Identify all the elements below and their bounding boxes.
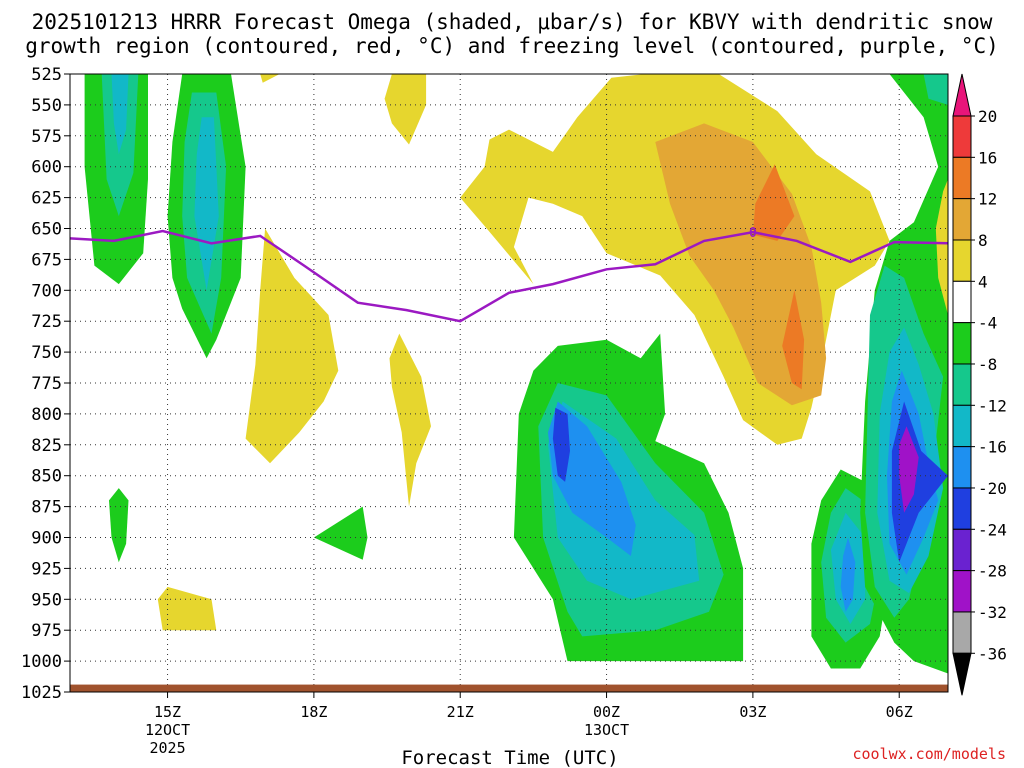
y-tick-label-525: 525 bbox=[31, 65, 62, 85]
omega-region-y4 bbox=[389, 333, 431, 507]
colorbar-bin-6 bbox=[952, 322, 972, 365]
colorbar-bin-12 bbox=[952, 570, 972, 613]
omega-region-l6 bbox=[840, 537, 856, 612]
colorbar-label-11: -28 bbox=[978, 562, 1007, 581]
omega-region-y2 bbox=[384, 74, 427, 145]
site-credit: coolwx.com/models bbox=[852, 745, 1006, 763]
omega-region-y5 bbox=[157, 586, 217, 631]
y-tick-label-600: 600 bbox=[31, 158, 62, 178]
omega-region-l3 bbox=[548, 401, 636, 556]
grid-lines bbox=[70, 73, 948, 693]
chart-title-line-1: 2025101213 HRRR Forecast Omega (shaded, … bbox=[31, 10, 993, 34]
y-tick-label-1000: 1000 bbox=[21, 652, 62, 672]
omega-region-y3 bbox=[260, 74, 280, 83]
colorbar-label-10: -24 bbox=[978, 520, 1007, 539]
y-tick-label-900: 900 bbox=[31, 529, 62, 549]
y-tick-label-800: 800 bbox=[31, 405, 62, 425]
colorbar-bin-4 bbox=[952, 239, 972, 282]
chart-title-line-2: growth region (contoured, red, °C) and f… bbox=[25, 34, 999, 58]
freezing-level-line bbox=[69, 229, 949, 323]
omega-region-c2 bbox=[194, 117, 219, 291]
colorbar-bin-8 bbox=[952, 404, 972, 448]
y-tick-label-950: 950 bbox=[31, 590, 62, 610]
x-tick-year-15Z: 2025 bbox=[149, 739, 185, 757]
y-tick-label-975: 975 bbox=[31, 621, 62, 641]
omega-region-g3 bbox=[109, 488, 129, 563]
y-axis-tick-labels: 525 550 575 600 625 650 675 700 725 750 775 800 825 8… bbox=[21, 65, 70, 703]
freezing-level-contour: 0 bbox=[69, 226, 949, 323]
x-tick-date-00Z: 13OCT bbox=[584, 721, 629, 739]
colorbar-bin-bottom-arrow bbox=[952, 652, 972, 696]
colorbar-label-1: 16 bbox=[978, 148, 997, 167]
freezing-level-label: 0 bbox=[749, 226, 757, 241]
x-axis-label: Forecast Time (UTC) bbox=[401, 747, 618, 768]
colorbar-label-4: 4 bbox=[978, 272, 988, 291]
omega-shaded-regions bbox=[84, 74, 948, 674]
x-tick-date-15Z: 12OCT bbox=[145, 721, 190, 739]
y-tick-label-625: 625 bbox=[31, 189, 62, 209]
y-tick-label-550: 550 bbox=[31, 96, 62, 116]
omega-region-b3 bbox=[552, 407, 570, 482]
colorbar-bin-2 bbox=[952, 156, 972, 200]
colorbar: 20 16 12 8 4 -4 -8 -12 -16 -20 -24 -28 -32 -36 bbox=[952, 73, 1007, 696]
omega-region-y1 bbox=[245, 228, 339, 464]
colorbar-bin-10 bbox=[952, 487, 972, 530]
ground-fill bbox=[70, 684, 948, 692]
y-tick-label-825: 825 bbox=[31, 436, 62, 456]
x-tick-label-00Z: 00Z bbox=[593, 703, 620, 721]
y-tick-label-650: 650 bbox=[31, 220, 62, 240]
y-tick-label-700: 700 bbox=[31, 281, 62, 301]
y-tick-label-850: 850 bbox=[31, 467, 62, 487]
colorbar-label-5: -4 bbox=[978, 314, 997, 333]
colorbar-bin-3 bbox=[952, 198, 972, 241]
omega-region-r2 bbox=[782, 290, 805, 390]
colorbar-bin-top-arrow bbox=[952, 73, 972, 117]
omega-region-r1 bbox=[752, 164, 795, 241]
omega-region-g4 bbox=[313, 506, 368, 560]
colorbar-label-13: -36 bbox=[978, 644, 1007, 663]
colorbar-label-2: 12 bbox=[978, 190, 997, 209]
y-tick-label-675: 675 bbox=[31, 250, 62, 270]
colorbar-label-7: -12 bbox=[978, 396, 1007, 415]
x-tick-label-21Z: 21Z bbox=[447, 703, 474, 721]
colorbar-bin-13 bbox=[952, 611, 972, 654]
x-tick-label-18Z: 18Z bbox=[300, 703, 327, 721]
y-tick-label-750: 750 bbox=[31, 343, 62, 363]
colorbar-bin-5 bbox=[952, 280, 972, 324]
y-tick-label-875: 875 bbox=[31, 498, 62, 518]
colorbar-label-3: 8 bbox=[978, 231, 988, 250]
colorbar-bin-9 bbox=[952, 446, 972, 489]
colorbar-bin-7 bbox=[952, 363, 972, 406]
colorbar-label-9: -20 bbox=[978, 479, 1007, 498]
x-tick-label-06Z: 06Z bbox=[886, 703, 913, 721]
omega-region-y7 bbox=[935, 179, 948, 315]
y-tick-label-925: 925 bbox=[31, 559, 62, 579]
colorbar-label-0: 20 bbox=[978, 107, 997, 126]
omega-region-c1 bbox=[111, 74, 129, 155]
colorbar-label-6: -8 bbox=[978, 355, 997, 374]
y-tick-label-725: 725 bbox=[31, 312, 62, 332]
y-tick-label-775: 775 bbox=[31, 374, 62, 394]
ground-strip bbox=[70, 684, 948, 692]
colorbar-label-8: -16 bbox=[978, 438, 1007, 457]
omega-region-t8 bbox=[923, 74, 948, 105]
colorbar-bin-11 bbox=[952, 528, 972, 572]
omega-region-v7 bbox=[899, 426, 919, 513]
y-tick-label-575: 575 bbox=[31, 127, 62, 147]
x-tick-label-03Z: 03Z bbox=[739, 703, 766, 721]
y-tick-label-1025: 1025 bbox=[21, 683, 62, 703]
x-tick-label-15Z: 15Z bbox=[154, 703, 181, 721]
colorbar-bin-1 bbox=[952, 115, 972, 158]
colorbar-label-12: -32 bbox=[978, 603, 1007, 622]
